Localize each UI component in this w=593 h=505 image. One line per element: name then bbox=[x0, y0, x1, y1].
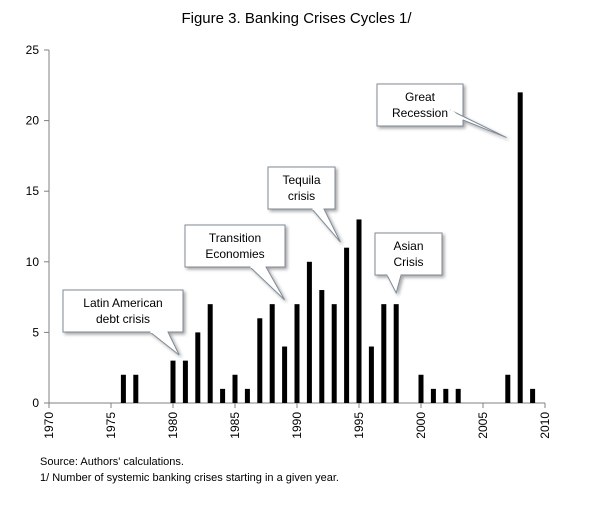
bar-1995 bbox=[356, 219, 362, 403]
x-tick-label: 1985 bbox=[228, 412, 242, 439]
y-tick-label: 10 bbox=[26, 255, 40, 269]
bar-1997 bbox=[381, 304, 387, 403]
bar-1983 bbox=[207, 304, 213, 403]
bar-1989 bbox=[282, 346, 288, 403]
x-tick-label: 2010 bbox=[538, 412, 552, 439]
bar-2002 bbox=[443, 388, 449, 403]
callout-pointer bbox=[310, 208, 341, 243]
y-tick-label: 20 bbox=[26, 114, 40, 128]
bar-1987 bbox=[257, 318, 263, 403]
bar-1991 bbox=[306, 261, 312, 403]
callout-pointer bbox=[248, 266, 286, 301]
callout-latin-american-debt-crisis: Latin American debt crisis bbox=[62, 289, 184, 356]
bar-1993 bbox=[331, 304, 337, 403]
bar-2009 bbox=[530, 388, 536, 403]
x-tick-label: 2005 bbox=[476, 412, 490, 439]
bar-chart: 0 5 10 15 20 25 1970 1975 1980 1985 1990 1995 2000 20… bbox=[26, 43, 552, 439]
bar-1982 bbox=[195, 332, 201, 403]
callout-tequila-crisis: Tequila crisis bbox=[267, 166, 341, 243]
x-tick-label: 1995 bbox=[352, 412, 366, 439]
bar-1990 bbox=[294, 304, 300, 403]
callout-label: Latin American bbox=[83, 296, 162, 310]
bar-1985 bbox=[232, 374, 238, 403]
bar-1998 bbox=[393, 304, 399, 403]
callout-pointer bbox=[386, 274, 402, 295]
x-tick-label: 1970 bbox=[42, 412, 56, 439]
callout-label: Crisis bbox=[394, 255, 424, 269]
y-tick-label: 15 bbox=[26, 184, 40, 198]
y-tick-label: 0 bbox=[32, 396, 39, 410]
callout-label: debt crisis bbox=[96, 312, 150, 326]
bar-1980 bbox=[170, 360, 176, 403]
callout-transition-economies: Transition Economies bbox=[184, 224, 286, 301]
x-tick-label: 1990 bbox=[290, 412, 304, 439]
bar-1981 bbox=[182, 360, 188, 403]
footnote: 1/ Number of systemic banking crises sta… bbox=[40, 472, 339, 484]
callout-label: Great bbox=[405, 90, 436, 104]
x-tick-label: 1975 bbox=[104, 412, 118, 439]
callout-label: Transition bbox=[209, 231, 261, 245]
callout-great-recession: Great Recession bbox=[376, 83, 507, 139]
bar-2007 bbox=[505, 374, 511, 403]
bar-1996 bbox=[368, 346, 374, 403]
callout-label: Recession bbox=[392, 106, 448, 120]
source-note: Source: Authors' calculations. bbox=[40, 456, 184, 468]
y-tick-label: 5 bbox=[32, 325, 39, 339]
bar-1984 bbox=[220, 388, 226, 403]
callout-pointer bbox=[148, 331, 180, 356]
callout-label: crisis bbox=[288, 189, 315, 203]
bar-1992 bbox=[319, 290, 325, 403]
callout-box bbox=[267, 166, 336, 210]
bar-1977 bbox=[133, 374, 139, 403]
bar-2001 bbox=[430, 388, 436, 403]
x-tick-label: 2000 bbox=[414, 412, 428, 439]
bar-2000 bbox=[418, 374, 424, 403]
callout-box bbox=[62, 289, 184, 333]
callout-asian-crisis: Asian Crisis bbox=[374, 232, 443, 295]
x-tick-label: 1980 bbox=[166, 412, 180, 439]
callout-box bbox=[376, 83, 464, 127]
bar-1988 bbox=[269, 304, 275, 403]
callout-box bbox=[184, 224, 286, 268]
callout-label: Economies bbox=[205, 247, 264, 261]
bar-2008 bbox=[517, 92, 523, 404]
bar-1994 bbox=[344, 247, 350, 403]
bar-2003 bbox=[455, 388, 461, 403]
callout-label: Tequila bbox=[282, 173, 320, 187]
bar-1976 bbox=[120, 374, 126, 403]
bar-1986 bbox=[244, 388, 250, 403]
y-tick-label: 25 bbox=[26, 43, 40, 57]
callout-box bbox=[374, 232, 443, 276]
callout-label: Asian bbox=[393, 239, 423, 253]
chart-title: Figure 3. Banking Crises Cycles 1/ bbox=[181, 10, 412, 27]
